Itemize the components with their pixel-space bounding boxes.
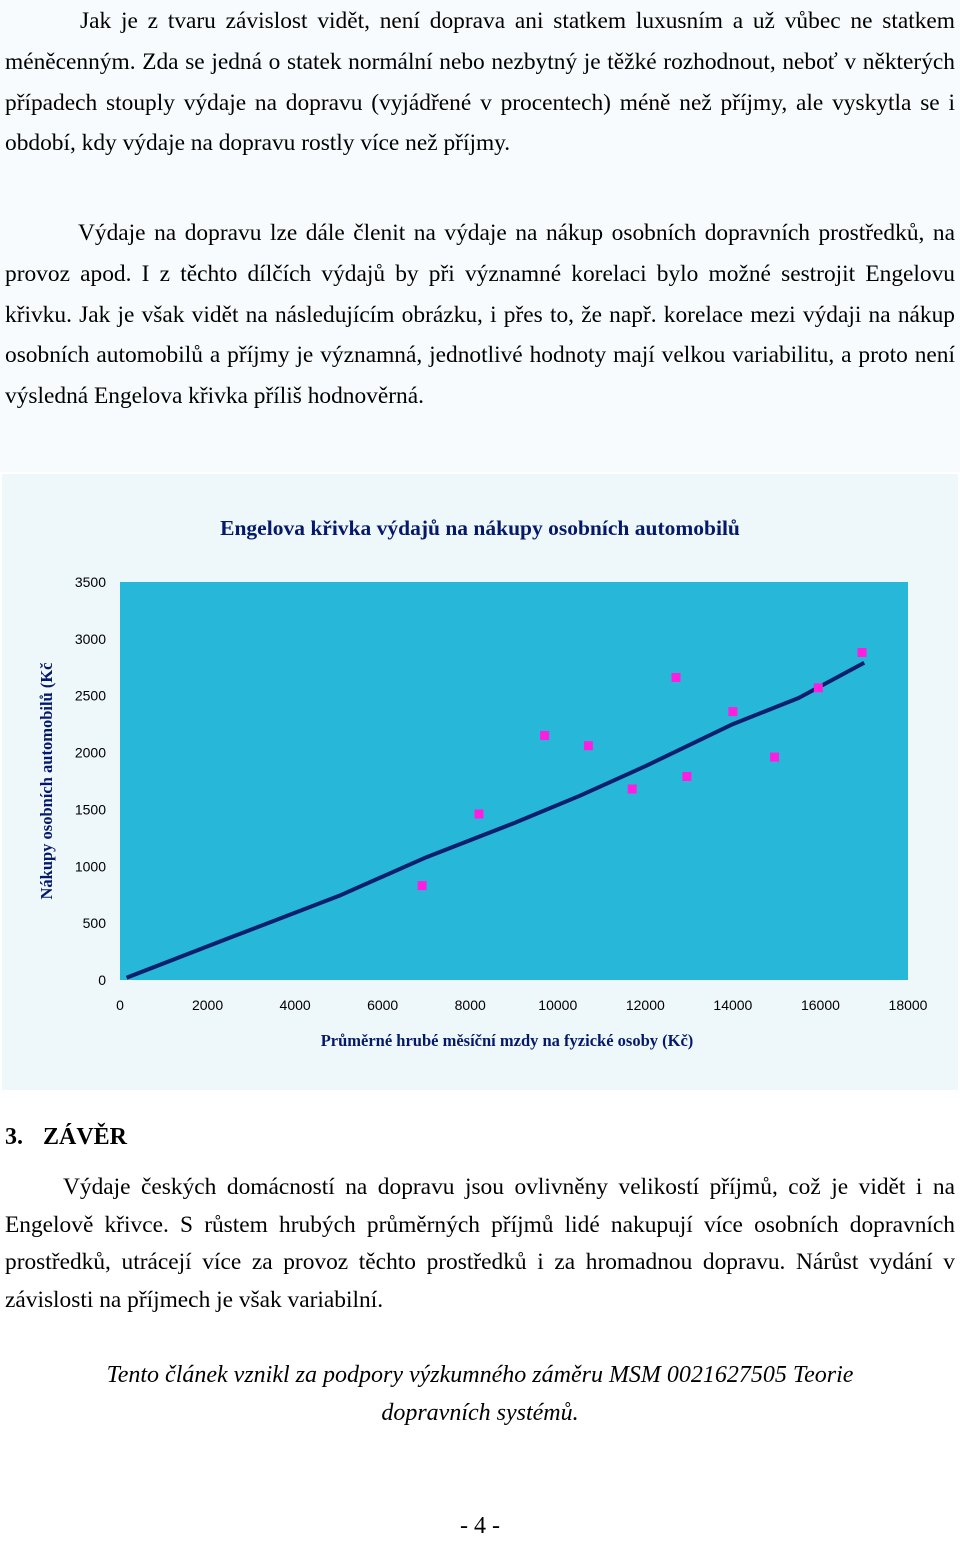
y-tick-label: 2500 <box>75 688 106 704</box>
x-tick-label: 18000 <box>889 997 928 1013</box>
data-point <box>417 881 427 891</box>
section-title: ZÁVĚR <box>43 1124 128 1150</box>
chart-svg: Engelova křivka výdajů na nákupy osobníc… <box>37 516 928 1050</box>
data-point <box>770 752 779 762</box>
y-axis-ticks: 0 500 1000 1500 2000 2500 3000 3500 <box>75 574 106 988</box>
x-tick-label: 14000 <box>713 997 752 1013</box>
x-tick-label: 2000 <box>192 997 223 1013</box>
data-point <box>857 648 867 657</box>
section-number: 3. <box>5 1124 23 1150</box>
trend-line <box>125 660 866 980</box>
y-tick-label: 1500 <box>75 801 106 817</box>
paragraph-1: Jak je z tvaru závislost vidět, není dop… <box>5 1 955 164</box>
data-point <box>540 731 550 740</box>
paragraph-2: Výdaje na dopravu lze dále členit na výd… <box>5 213 955 417</box>
y-axis-label: Nákupy osobních automobilů (Kč <box>37 662 56 899</box>
data-point <box>474 809 484 819</box>
page-number: - 4 - <box>460 1513 500 1539</box>
acknowledgement: Tento článek vznikl za podpory výzkumnéh… <box>106 1362 854 1426</box>
text-block-background <box>0 0 960 472</box>
x-tick-label: 0 <box>116 997 124 1013</box>
data-point <box>682 772 692 781</box>
y-tick-label: 3000 <box>75 631 106 647</box>
y-tick-label: 500 <box>83 915 107 931</box>
x-tick-label: 10000 <box>538 997 577 1013</box>
y-tick-label: 3500 <box>75 574 106 590</box>
paragraph-1-text: Jak je z tvaru závislost vidět, není dop… <box>5 8 955 157</box>
x-tick-label: 8000 <box>455 997 486 1013</box>
paragraph-3-text: Výdaje českých domácností na dopravu jso… <box>5 1174 955 1313</box>
paragraph-2-text: Výdaje na dopravu lze dále členit na výd… <box>5 220 955 410</box>
y-tick-label: 2000 <box>75 745 106 761</box>
x-axis-label: Průměrné hrubé měsíční mzdy na fyzické o… <box>321 1031 694 1050</box>
data-points <box>417 648 867 891</box>
paragraph-3: Výdaje českých domácností na dopravu jso… <box>5 1169 955 1319</box>
x-axis-ticks: 0 2000 4000 6000 8000 10000 12000 14000 16000 180… <box>116 997 928 1013</box>
x-tick-label: 16000 <box>801 997 840 1013</box>
x-tick-label: 6000 <box>367 997 398 1013</box>
data-point <box>627 784 637 794</box>
y-tick-label: 0 <box>98 972 106 988</box>
data-point <box>728 707 738 717</box>
data-point <box>583 741 593 751</box>
engel-curve-chart: Engelova křivka výdajů na nákupy osobníc… <box>2 474 958 1090</box>
y-tick-label: 1000 <box>75 858 106 874</box>
data-point <box>813 683 823 693</box>
data-point <box>671 673 681 682</box>
plot-area <box>120 582 908 980</box>
section-heading: 3. ZÁVĚR <box>5 1119 127 1155</box>
x-tick-label: 4000 <box>280 997 311 1013</box>
x-tick-label: 12000 <box>626 997 665 1013</box>
chart-title: Engelova křivka výdajů na nákupy osobníc… <box>220 516 740 540</box>
